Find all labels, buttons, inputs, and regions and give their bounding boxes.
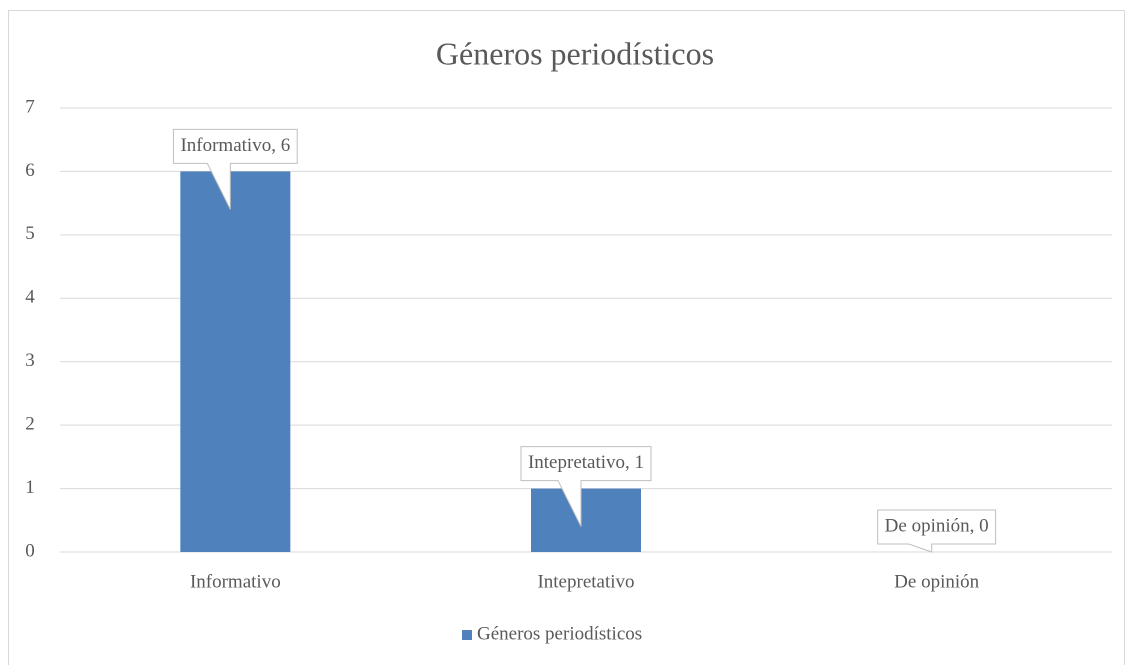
data-label: Informativo, 6 <box>180 135 290 156</box>
x-tick-label: De opinión <box>894 571 979 592</box>
data-label-callout <box>520 446 652 527</box>
data-label: Intepretativo, 1 <box>528 452 644 473</box>
y-tick-label: 6 <box>25 160 35 181</box>
chart-frame <box>8 10 1125 665</box>
y-tick-label: 4 <box>25 287 35 308</box>
y-tick-label: 3 <box>25 350 35 371</box>
y-tick-label: 1 <box>25 477 35 498</box>
y-tick-label: 0 <box>25 540 35 561</box>
data-label-callout <box>172 128 298 210</box>
y-tick-label: 7 <box>25 96 35 117</box>
x-tick-label: Intepretativo <box>537 571 634 592</box>
data-label: De opinión, 0 <box>885 515 989 536</box>
x-tick-label: Informativo <box>190 571 281 592</box>
y-tick-label: 5 <box>25 223 35 244</box>
legend-label: Géneros periodísticos <box>477 623 642 644</box>
bar <box>531 488 641 552</box>
y-tick-label: 2 <box>25 414 35 435</box>
bar <box>180 171 291 552</box>
data-label-callout <box>877 509 997 553</box>
chart-title: Géneros periodísticos <box>436 35 714 71</box>
legend-swatch <box>462 630 472 640</box>
